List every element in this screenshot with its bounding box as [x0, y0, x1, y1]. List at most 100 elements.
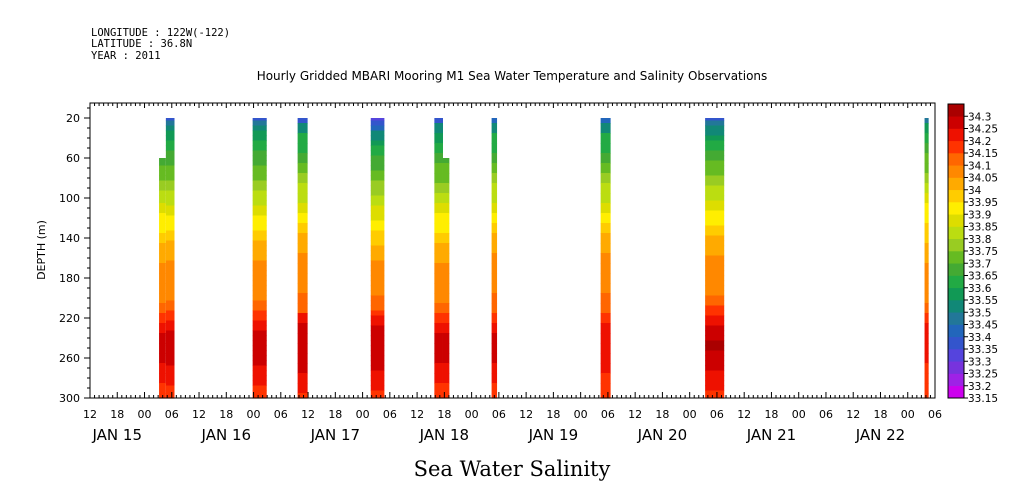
profile-cell	[600, 333, 611, 344]
profile-cell	[370, 320, 385, 327]
profile-cell	[165, 365, 175, 372]
profile-cell	[370, 355, 385, 362]
x-hour-label: 00	[247, 408, 261, 421]
profile-cell	[434, 323, 443, 334]
profile-cell	[165, 190, 175, 197]
x-hour-label: 00	[465, 408, 479, 421]
profile-cell	[705, 120, 725, 127]
profile-cell	[159, 363, 166, 374]
profile-cell	[252, 140, 267, 147]
profile-cell	[491, 313, 498, 324]
profile-cell	[159, 383, 166, 394]
profile-cell	[442, 223, 450, 234]
profile-cell	[370, 150, 385, 157]
profile-cell	[442, 373, 450, 384]
profile-cell	[705, 290, 725, 297]
profile-cell	[370, 160, 385, 167]
profile-cell	[434, 133, 443, 144]
profile-cell	[370, 200, 385, 207]
profile-cell	[297, 363, 308, 374]
legend-label: 33.95	[968, 197, 998, 209]
profile-cell	[491, 283, 498, 294]
profile-cell	[491, 173, 498, 184]
profile-cell	[442, 213, 450, 224]
legend-label: 34.15	[968, 148, 998, 160]
profile-5	[434, 118, 443, 399]
profile-cell	[705, 295, 725, 302]
profile-cell	[370, 360, 385, 367]
legend-label: 33.15	[968, 393, 998, 405]
legend-label: 33.3	[968, 356, 991, 368]
profile-cell	[434, 183, 443, 194]
profile-cell	[370, 250, 385, 257]
x-hour-label: 06	[383, 408, 397, 421]
profile-cell	[705, 355, 725, 362]
profile-cell	[924, 363, 929, 374]
profile-cell	[600, 183, 611, 194]
profile-cell	[434, 343, 443, 354]
profile-cell	[252, 300, 267, 307]
profile-cell	[252, 350, 267, 357]
profile-cell	[924, 133, 929, 144]
profile-cell	[159, 283, 166, 294]
profile-cell	[165, 300, 175, 307]
profile-cell	[924, 323, 929, 334]
profile-cell	[252, 145, 267, 152]
x-hour-label: 18	[219, 408, 233, 421]
legend-swatch	[948, 165, 964, 178]
profile-cell	[252, 255, 267, 262]
profile-cell	[165, 235, 175, 242]
profile-cell	[600, 223, 611, 234]
profile-cell	[370, 275, 385, 282]
profile-cell	[705, 205, 725, 212]
profile-cell	[600, 253, 611, 264]
profile-cell	[442, 253, 450, 264]
profile-cell	[434, 273, 443, 284]
profile-cell	[442, 243, 450, 254]
profile-cell	[252, 320, 267, 327]
profile-cell	[252, 195, 267, 202]
profile-cell	[165, 330, 175, 337]
y-tick-label: 300	[59, 392, 80, 405]
profile-cell	[705, 155, 725, 162]
year-label: YEAR : 2011	[91, 50, 161, 62]
profile-cell	[165, 210, 175, 217]
profile-cell	[165, 125, 175, 132]
profile-cell	[370, 330, 385, 337]
x-hour-label: 18	[437, 408, 451, 421]
profile-cell	[491, 233, 498, 244]
profile-cell	[705, 320, 725, 327]
profile-cell	[252, 275, 267, 282]
profile-cell	[252, 185, 267, 192]
profile-cell	[705, 260, 725, 267]
profile-cell	[705, 315, 725, 322]
profile-2	[252, 118, 267, 399]
x-hour-label: 00	[901, 408, 915, 421]
x-day-label: JAN 22	[855, 426, 906, 444]
profile-cell	[491, 203, 498, 214]
x-hour-label: 12	[192, 408, 206, 421]
profile-cell	[159, 263, 166, 274]
x-hour-label: 12	[628, 408, 642, 421]
profile-cell	[252, 125, 267, 132]
profile-cell	[924, 293, 929, 304]
profile-cell	[159, 303, 166, 314]
profile-cell	[434, 373, 443, 384]
profile-cell	[600, 143, 611, 154]
profile-cell	[705, 395, 725, 399]
profile-cell	[370, 265, 385, 272]
profile-cell	[159, 203, 166, 214]
profile-cell	[297, 233, 308, 244]
profile-cell	[252, 120, 267, 127]
legend-swatch	[948, 275, 964, 289]
profile-cell	[370, 325, 385, 332]
legend-label: 33.7	[968, 258, 991, 270]
profile-cell	[600, 303, 611, 314]
profile-cell	[491, 183, 498, 194]
profile-cell	[252, 370, 267, 377]
profile-cell	[491, 153, 498, 164]
profile-cell	[252, 200, 267, 207]
x-hour-label: 00	[792, 408, 806, 421]
x-hour-label: 18	[764, 408, 778, 421]
profile-cell	[705, 310, 725, 317]
